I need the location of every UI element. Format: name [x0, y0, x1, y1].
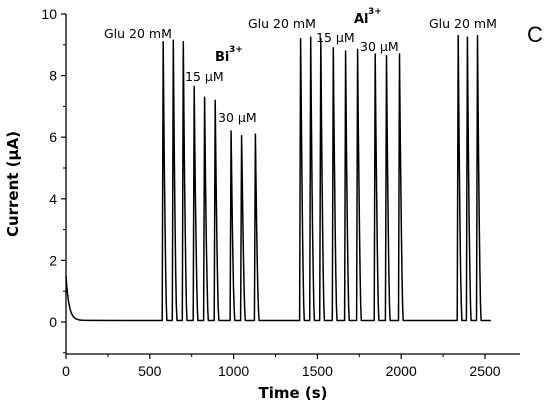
y-tick-label: 2	[49, 252, 57, 268]
annotation-bi-30um: 30 μM	[218, 110, 257, 125]
y-tick-label: 6	[49, 129, 57, 145]
x-tick-label: 2000	[386, 363, 417, 379]
y-tick-label: 0	[49, 314, 57, 330]
x-tick-label: 500	[138, 363, 162, 379]
annotation-al-charge: 3+	[368, 7, 382, 17]
annotation-al-ion: Al	[354, 12, 369, 27]
x-tick-label: 0	[62, 363, 70, 379]
tick-labels: 0 2 4 6 8 10 0 500 1000 1500 2000 2500	[41, 6, 500, 379]
annotation-al-15um: 15 μM	[316, 30, 355, 45]
y-tick-label: 4	[49, 191, 57, 207]
annotation-glu-2: Glu 20 mM	[248, 16, 316, 31]
y-tick-label: 10	[41, 6, 57, 22]
x-axis-title: Time (s)	[258, 384, 327, 402]
annotation-al-30um: 30 μM	[360, 39, 399, 54]
annotation-bi-15um: 15 μM	[185, 69, 224, 84]
x-tick-label: 1500	[302, 363, 333, 379]
annotation-glu-1: Glu 20 mM	[104, 26, 172, 41]
y-tick-label: 8	[49, 68, 57, 84]
current-trace	[65, 34, 491, 322]
x-tick-label: 2500	[469, 363, 500, 379]
panel-label: C	[527, 22, 543, 47]
annotation-glu-3: Glu 20 mM	[429, 16, 497, 31]
annotation-bi-charge: 3+	[229, 45, 243, 55]
x-tick-label: 1000	[218, 363, 249, 379]
y-axis-title: Current (μA)	[4, 131, 22, 237]
annotation-bi-ion: Bi	[215, 50, 229, 65]
axis-ticks	[61, 13, 486, 359]
